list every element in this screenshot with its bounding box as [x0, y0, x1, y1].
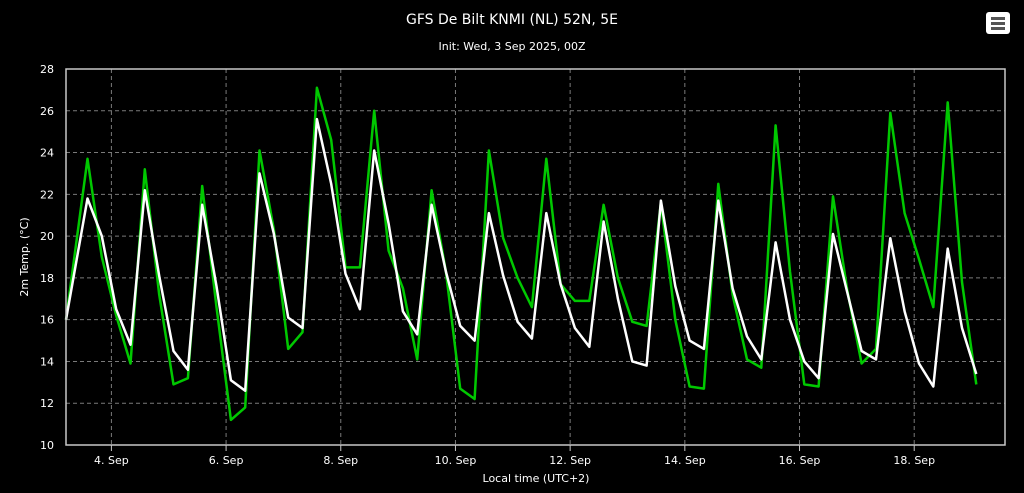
hamburger-menu-icon	[991, 27, 1005, 30]
y-tick-labels: 10 12 14 16 18 20 22 24 26 28	[40, 63, 54, 452]
y-tick-label: 28	[40, 63, 54, 76]
series-layer	[64, 86, 978, 422]
chart-subtitle: Init: Wed, 3 Sep 2025, 00Z	[438, 40, 585, 53]
chart-title: GFS De Bilt KNMI (NL) 52N, 5E	[406, 12, 618, 28]
hamburger-menu-icon	[991, 17, 1005, 20]
y-tick-label: 10	[40, 439, 54, 452]
hamburger-menu-icon	[991, 22, 1005, 25]
x-tick-label: 8. Sep	[323, 454, 358, 467]
series-line-2	[64, 117, 978, 392]
series-line-1	[64, 86, 978, 422]
x-tick-label: 6. Sep	[209, 454, 244, 467]
x-tick-label: 10. Sep	[435, 454, 477, 467]
x-axis-title: Local time (UTC+2)	[483, 472, 590, 485]
y-tick-label: 24	[40, 147, 54, 160]
x-tick-label: 14. Sep	[664, 454, 706, 467]
y-axis-title: 2m Temp. (°C)	[18, 217, 31, 296]
x-tick-label: 18. Sep	[893, 454, 935, 467]
grid-layer	[66, 69, 1005, 445]
y-tick-label: 18	[40, 272, 54, 285]
x-tick-labels: 4. Sep 6. Sep 8. Sep 10. Sep 12. Sep 14. Sep 1…	[94, 445, 935, 467]
x-tick-label: 16. Sep	[779, 454, 821, 467]
y-tick-label: 14	[40, 355, 54, 368]
y-tick-label: 12	[40, 397, 54, 410]
y-tick-label: 26	[40, 105, 54, 118]
y-tick-label: 16	[40, 314, 54, 327]
y-tick-label: 20	[40, 230, 54, 243]
plot-frame	[65, 68, 1006, 446]
x-tick-label: 4. Sep	[94, 454, 129, 467]
y-tick-label: 22	[40, 188, 54, 201]
x-tick-label: 12. Sep	[549, 454, 591, 467]
menu-button[interactable]	[986, 12, 1010, 34]
